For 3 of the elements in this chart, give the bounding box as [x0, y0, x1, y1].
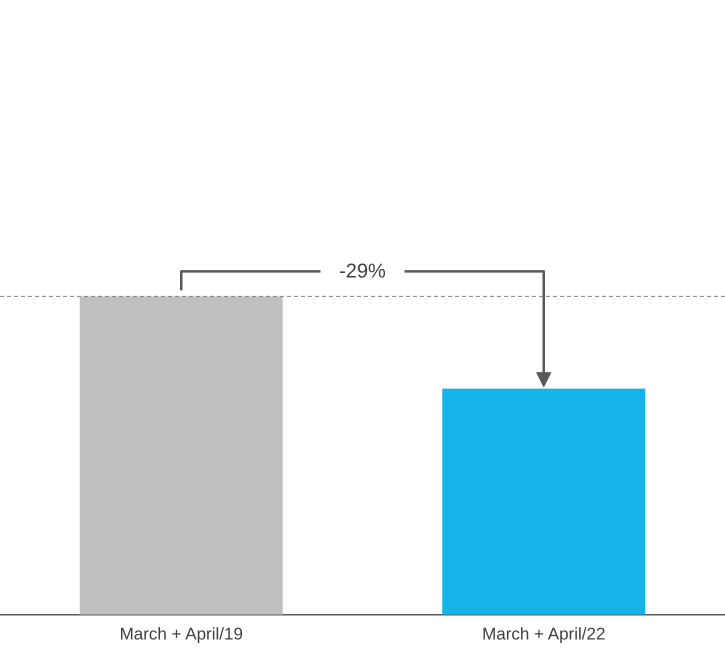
x-tick-label: March + April/22	[482, 624, 606, 644]
text: -29%	[339, 260, 386, 282]
x-tick-label: March + April/19	[120, 624, 243, 644]
